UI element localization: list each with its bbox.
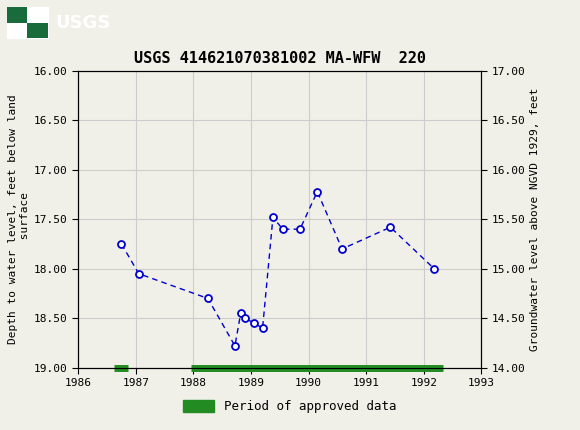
FancyBboxPatch shape <box>7 7 27 22</box>
Title: USGS 414621070381002 MA-WFW  220: USGS 414621070381002 MA-WFW 220 <box>134 51 426 66</box>
Legend: Period of approved data: Period of approved data <box>178 395 402 418</box>
Text: USGS: USGS <box>55 14 110 31</box>
FancyBboxPatch shape <box>27 22 48 38</box>
Y-axis label: Depth to water level, feet below land
 surface: Depth to water level, feet below land su… <box>8 95 30 344</box>
FancyBboxPatch shape <box>7 7 48 38</box>
Y-axis label: Groundwater level above NGVD 1929, feet: Groundwater level above NGVD 1929, feet <box>530 88 540 351</box>
FancyBboxPatch shape <box>27 7 48 22</box>
FancyBboxPatch shape <box>7 22 27 38</box>
